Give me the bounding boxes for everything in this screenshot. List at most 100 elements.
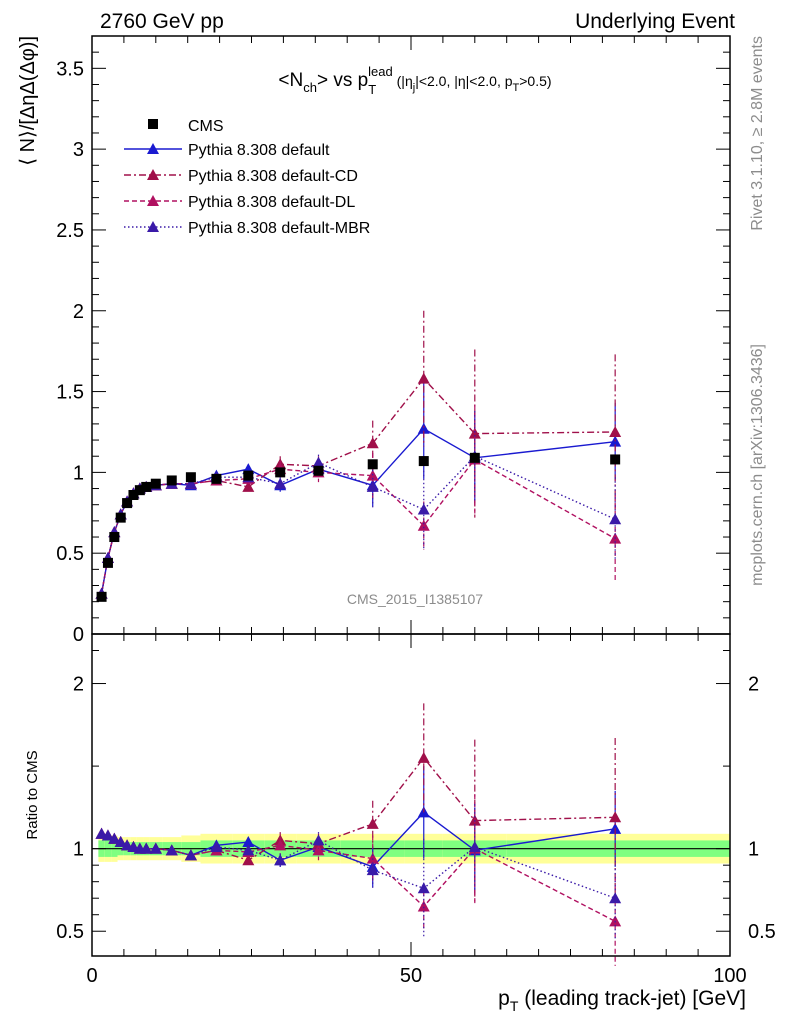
- main-point-mbr: [417, 503, 430, 515]
- ratio-frame: [91, 633, 731, 957]
- main-panel: CMS_2015_I1385107 0 0.5 1 1.5 2 2.5 3 3.5 ⟨ N⟩/…: [17, 35, 731, 646]
- ratio-point-mbr: [242, 844, 255, 856]
- main-y-tick-label: 0: [73, 624, 84, 646]
- ratio-point-dl: [366, 852, 379, 864]
- main-point-data: [469, 452, 480, 463]
- watermark: CMS_2015_I1385107: [347, 591, 483, 607]
- legend-label-default: Pythia 8.308 default: [188, 142, 330, 159]
- main-point-data: [313, 465, 324, 476]
- legend-label-dl: Pythia 8.308 default-DL: [188, 194, 355, 211]
- legend-entry-mbr: Pythia 8.308 default-MBR: [124, 220, 370, 237]
- title-part-c: (|η: [393, 73, 413, 89]
- mcplots-label: mcplots.cern.ch [arXiv:1306.3436]: [749, 344, 766, 586]
- main-point-dl: [417, 519, 430, 531]
- ratio-y-tick-labels: 0.5 0.5 1 1 2 2: [56, 674, 776, 944]
- legend-entry-cd: Pythia 8.308 default-CD: [124, 168, 358, 185]
- ratio-y-tick-label-right: 0.5: [748, 921, 776, 943]
- title-part-b-sup: lead: [368, 64, 393, 79]
- main-point-data: [610, 454, 621, 465]
- main-point-data: [102, 557, 113, 568]
- ratio-point-dl: [609, 915, 622, 927]
- ratio-series-mbr: [95, 804, 622, 940]
- title-part-e: >0.5): [519, 73, 551, 89]
- legend-label-cms: CMS: [188, 118, 224, 135]
- ratio-series: [95, 703, 622, 966]
- title-part-b: > vs p: [317, 70, 368, 91]
- main-series: [95, 310, 622, 602]
- main-point-data: [166, 475, 177, 486]
- main-point-data: [211, 473, 222, 484]
- ratio-point-mbr: [366, 864, 379, 876]
- x-tick-label: 0: [86, 965, 97, 987]
- main-line-dl: [100, 458, 616, 594]
- main-point-data: [128, 490, 139, 501]
- ratio-point-mbr: [609, 892, 622, 904]
- main-point-data: [243, 470, 254, 481]
- title-part-a: <N: [278, 70, 303, 91]
- ratio-y-tick-label: 0.5: [56, 921, 84, 943]
- ratio-y-tick-label-right: 2: [748, 674, 759, 696]
- main-line-mbr: [100, 455, 616, 594]
- ratio-point-mbr: [417, 882, 430, 894]
- main-point-mbr: [312, 456, 325, 468]
- ratio-point-mbr: [140, 842, 153, 854]
- main-point-cd: [609, 425, 622, 437]
- ratio-point-dl: [417, 900, 430, 912]
- main-line-cd: [100, 377, 616, 594]
- x-axis-label-sub: T: [510, 998, 519, 1014]
- main-point-data: [141, 481, 152, 492]
- legend-entry-dl: Pythia 8.308 default-DL: [124, 194, 355, 211]
- main-point-mbr: [609, 513, 622, 525]
- title-part-d: |<2.0, |η|<2.0, p: [415, 73, 513, 89]
- main-y-tick-label: 3: [73, 139, 84, 161]
- x-axis-label-main: p: [498, 987, 510, 1010]
- ratio-point-cd: [609, 811, 622, 823]
- ratio-series-cd: [95, 703, 622, 902]
- main-point-mbr: [366, 480, 379, 492]
- main-y-tick-label: 1.5: [56, 382, 84, 404]
- legend-marker-cms: [148, 119, 158, 129]
- legend-entry-default: Pythia 8.308 default: [124, 142, 330, 159]
- ratio-point-cd: [417, 751, 430, 763]
- main-point-data: [150, 478, 161, 489]
- main-y-tick-label: 1: [73, 462, 84, 484]
- plot-title: <Nch> vs pTlead (|ηj|<2.0, |η|<2.0, pT>0…: [278, 64, 551, 97]
- x-tick-label: 50: [400, 965, 422, 987]
- main-series-dl: [95, 404, 622, 599]
- ratio-point-dl: [312, 844, 325, 856]
- main-y-tick-label: 0.5: [56, 543, 84, 565]
- main-line-default: [100, 427, 616, 594]
- title-part-d-sub: T: [513, 82, 520, 94]
- ratio-y-tick-label: 1: [73, 839, 84, 861]
- ratio-point-dl: [274, 839, 287, 851]
- main-point-cd: [417, 372, 430, 384]
- ratio-point-mbr: [468, 841, 481, 853]
- main-y-tick-label: 3.5: [56, 58, 84, 80]
- main-point-data: [185, 472, 196, 483]
- main-point-data: [96, 591, 107, 602]
- x-axis-label: pT (leading track-jet) [GeV]: [498, 987, 746, 1014]
- main-series-cd: [95, 310, 622, 599]
- legend-marker-dl: [147, 195, 159, 206]
- ratio-point-cd: [366, 817, 379, 829]
- main-y-tick-label: 2: [73, 301, 84, 323]
- ratio-series-dl: [95, 794, 622, 966]
- main-point-mbr: [184, 477, 197, 489]
- main-point-mbr: [274, 477, 287, 489]
- main-point-cd: [366, 437, 379, 449]
- rivet-label: Rivet 3.1.10, ≥ 2.8M events: [749, 36, 766, 231]
- ratio-point-mbr: [165, 844, 178, 856]
- legend-entry-cms: CMS: [148, 118, 224, 135]
- main-point-data: [418, 456, 429, 467]
- main-series-mbr: [95, 410, 622, 599]
- main-point-data: [115, 512, 126, 523]
- ratio-point-mbr: [210, 841, 223, 853]
- legend-label-cd: Pythia 8.308 default-CD: [188, 168, 358, 185]
- ratio-point-mbr: [108, 832, 121, 844]
- ratio-point-default: [242, 836, 255, 848]
- ratio-y-tick-label: 2: [73, 674, 84, 696]
- x-axis-label-rest: (leading track-jet) [GeV]: [518, 987, 746, 1010]
- legend-marker-cd: [147, 169, 159, 180]
- ratio-y-tick-label-right: 1: [748, 839, 759, 861]
